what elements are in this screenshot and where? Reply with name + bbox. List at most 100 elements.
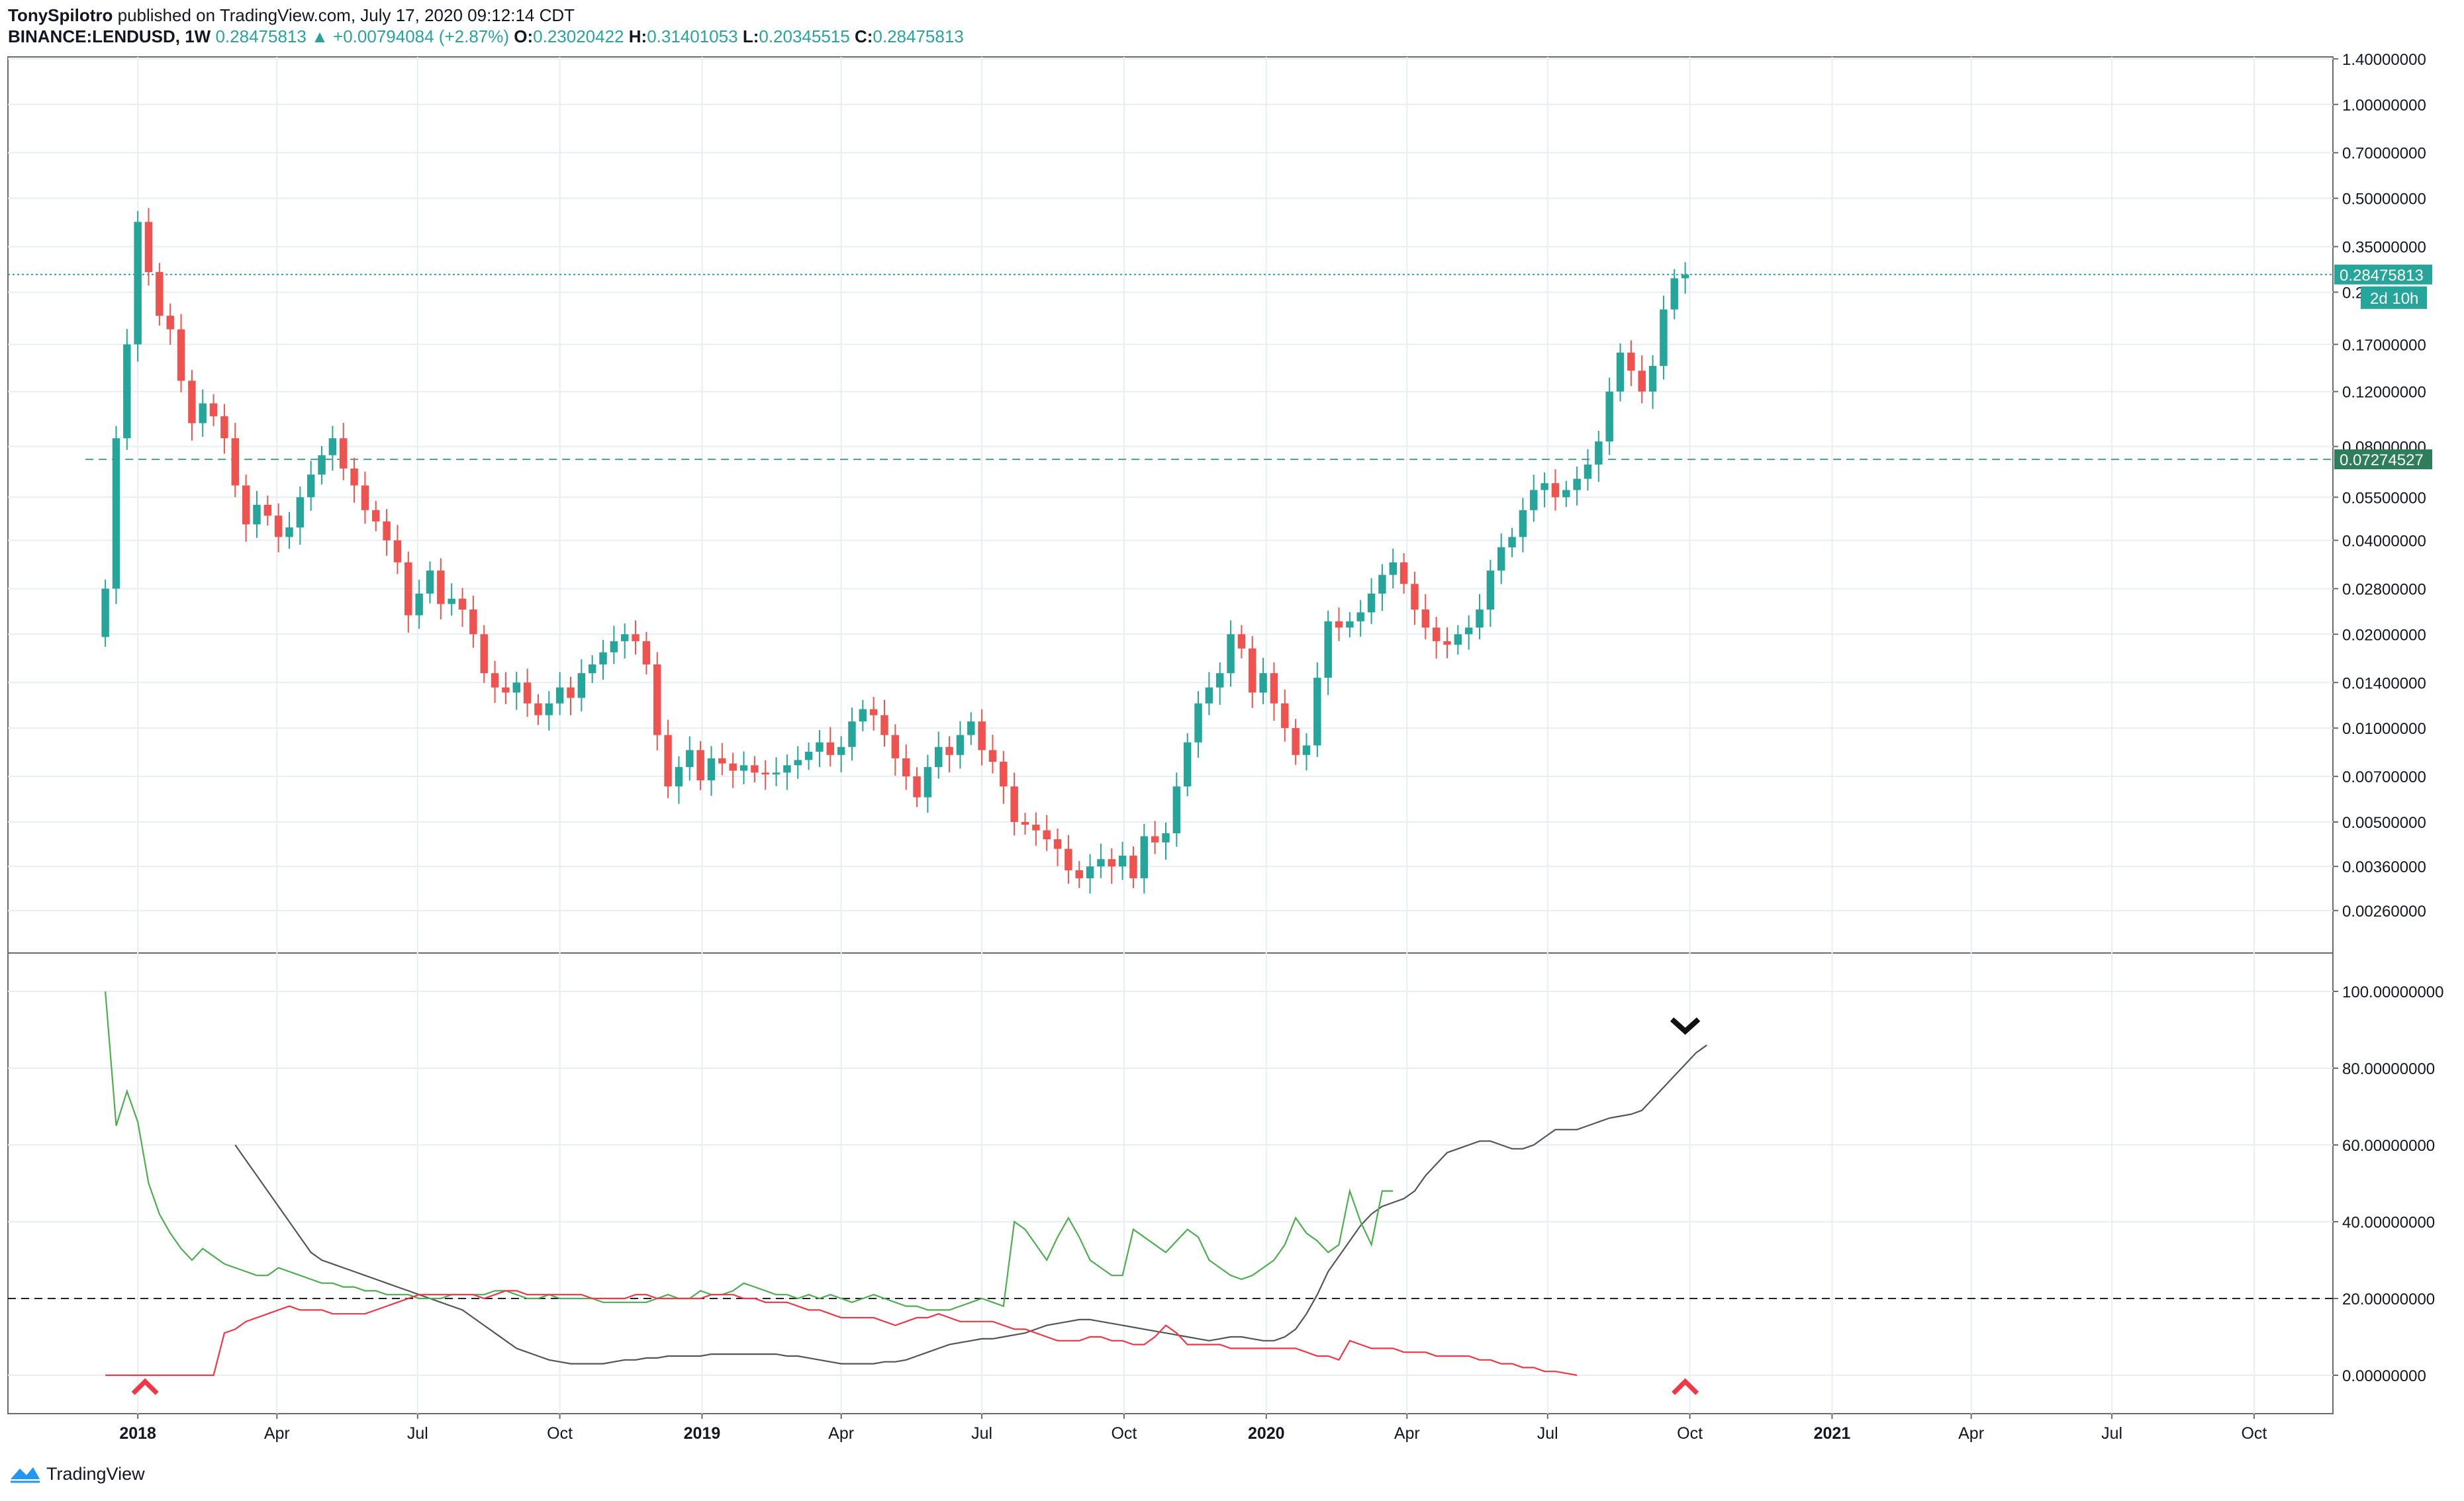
candle-body — [1118, 855, 1127, 867]
time-tick-label: Oct — [1111, 1424, 1137, 1443]
price-tick-label: 0.00260000 — [2342, 903, 2426, 921]
candle-body — [1432, 627, 1441, 641]
candle-body — [978, 721, 986, 750]
time-axis[interactable]: 2018 Apr Jul Oct 2019 Apr Jul Oct 2020 Apr Jul Oct 2… — [119, 1414, 2267, 1443]
candle-body — [610, 641, 618, 653]
candle-body — [1216, 673, 1224, 688]
last-price: 0.28475813 — [215, 26, 307, 46]
candle-body — [383, 521, 391, 541]
candle-body — [1486, 570, 1495, 610]
chevron-down-icon — [1670, 1017, 1701, 1035]
price-tick-label: 0.70000000 — [2342, 145, 2426, 163]
candle-body — [437, 570, 445, 604]
candle-body — [783, 765, 791, 773]
price-tick-label: 0.01400000 — [2342, 674, 2426, 692]
candle-body — [869, 709, 878, 715]
grid-lines — [8, 57, 2333, 1414]
candle-body — [902, 758, 910, 777]
published-text: published on TradingView.com, July 17, 2… — [117, 5, 575, 25]
candle-body — [188, 381, 196, 424]
candle-body — [1648, 365, 1657, 392]
symbol-legend: BINANCE:LENDUSD, 1W 0.28475813 ▲ +0.0079… — [8, 26, 964, 47]
candle-body — [664, 735, 672, 787]
candle-body — [772, 772, 781, 775]
candle-body — [1249, 648, 1256, 693]
candle-body — [1053, 839, 1062, 849]
candle-body — [816, 742, 824, 752]
candle-body — [415, 593, 423, 615]
candle-body — [804, 751, 813, 760]
price-axis[interactable]: 1.40000000 1.00000000 0.70000000 0.50000000… — [2333, 51, 2444, 1385]
candle-body — [1540, 483, 1548, 490]
indicator-tick-label: 100.00000000 — [2342, 983, 2444, 1001]
candle-body — [620, 634, 629, 641]
candle-body — [1032, 825, 1040, 831]
candle-body — [285, 527, 293, 537]
candle-body — [1508, 537, 1516, 547]
candle-body — [220, 416, 228, 439]
candle-body — [1464, 627, 1473, 635]
indicator-tick-label: 80.00000000 — [2342, 1060, 2435, 1078]
price-tick-label: 1.00000000 — [2342, 97, 2426, 114]
candle-body — [1476, 609, 1484, 628]
candle-body — [859, 709, 867, 722]
candle-body — [924, 767, 932, 797]
countdown-badge-label: 2d 10h — [2370, 290, 2418, 308]
candle-body — [1443, 641, 1451, 645]
candle-body — [1530, 490, 1538, 510]
candle-body — [848, 721, 856, 747]
candle-body — [1313, 678, 1321, 746]
price-tick-label: 0.00500000 — [2342, 814, 2426, 832]
high-label: H: — [628, 26, 647, 46]
candle-body — [1065, 848, 1072, 870]
candle-body — [534, 703, 542, 715]
candle-body — [253, 504, 261, 525]
candle-body — [1562, 490, 1570, 498]
candle-body — [1378, 574, 1386, 594]
time-tick-label: 2021 — [1814, 1424, 1851, 1443]
time-tick-label: 2020 — [1248, 1424, 1285, 1443]
candle-body — [1616, 352, 1625, 392]
candle-body — [1573, 478, 1581, 490]
adx-line — [234, 1044, 1707, 1365]
candle-body — [318, 455, 326, 475]
candle-body — [231, 438, 239, 486]
symbol-name[interactable]: BINANCE:LENDUSD, 1W — [8, 26, 211, 46]
minus-di-line — [105, 1290, 1578, 1377]
candle-body — [555, 687, 564, 704]
time-tick-label: Apr — [1958, 1424, 1984, 1443]
indicator-tick-label: 0.00000000 — [2342, 1367, 2426, 1385]
candle-body — [1281, 703, 1289, 729]
candle-body — [1584, 464, 1592, 479]
price-tick-label: 0.00360000 — [2342, 858, 2426, 876]
time-tick-label: Oct — [547, 1424, 573, 1443]
candle-body — [913, 776, 921, 797]
price-tick-label: 0.02000000 — [2342, 626, 2426, 644]
candle-body — [794, 760, 802, 766]
candle-body — [1638, 371, 1646, 392]
candle-body — [1270, 673, 1278, 704]
candle-body — [1681, 274, 1689, 279]
tradingview-footer[interactable]: TradingView — [9, 1464, 145, 1484]
candle-body — [1421, 609, 1430, 628]
candle-body — [274, 516, 283, 537]
chevron-up-icon — [1672, 1378, 1699, 1395]
candle-body — [296, 497, 305, 527]
candle-body — [1194, 703, 1202, 743]
candle-body — [1356, 612, 1364, 621]
price-tick-label: 0.02800000 — [2342, 580, 2426, 598]
author-name[interactable]: TonySpilotro — [8, 5, 113, 25]
candle-body — [307, 475, 315, 498]
candle-body — [523, 682, 532, 704]
candle-body — [1519, 510, 1527, 537]
candle-body — [1660, 309, 1668, 366]
candle-body — [123, 344, 131, 439]
candle-body — [686, 750, 694, 768]
candle-body — [1605, 391, 1613, 442]
candle-body — [1021, 821, 1029, 825]
candle-body — [1670, 278, 1678, 310]
close-value: 0.28475813 — [873, 26, 964, 46]
chart-frame — [7, 56, 2334, 1414]
horizontal-levels — [8, 273, 2333, 1299]
